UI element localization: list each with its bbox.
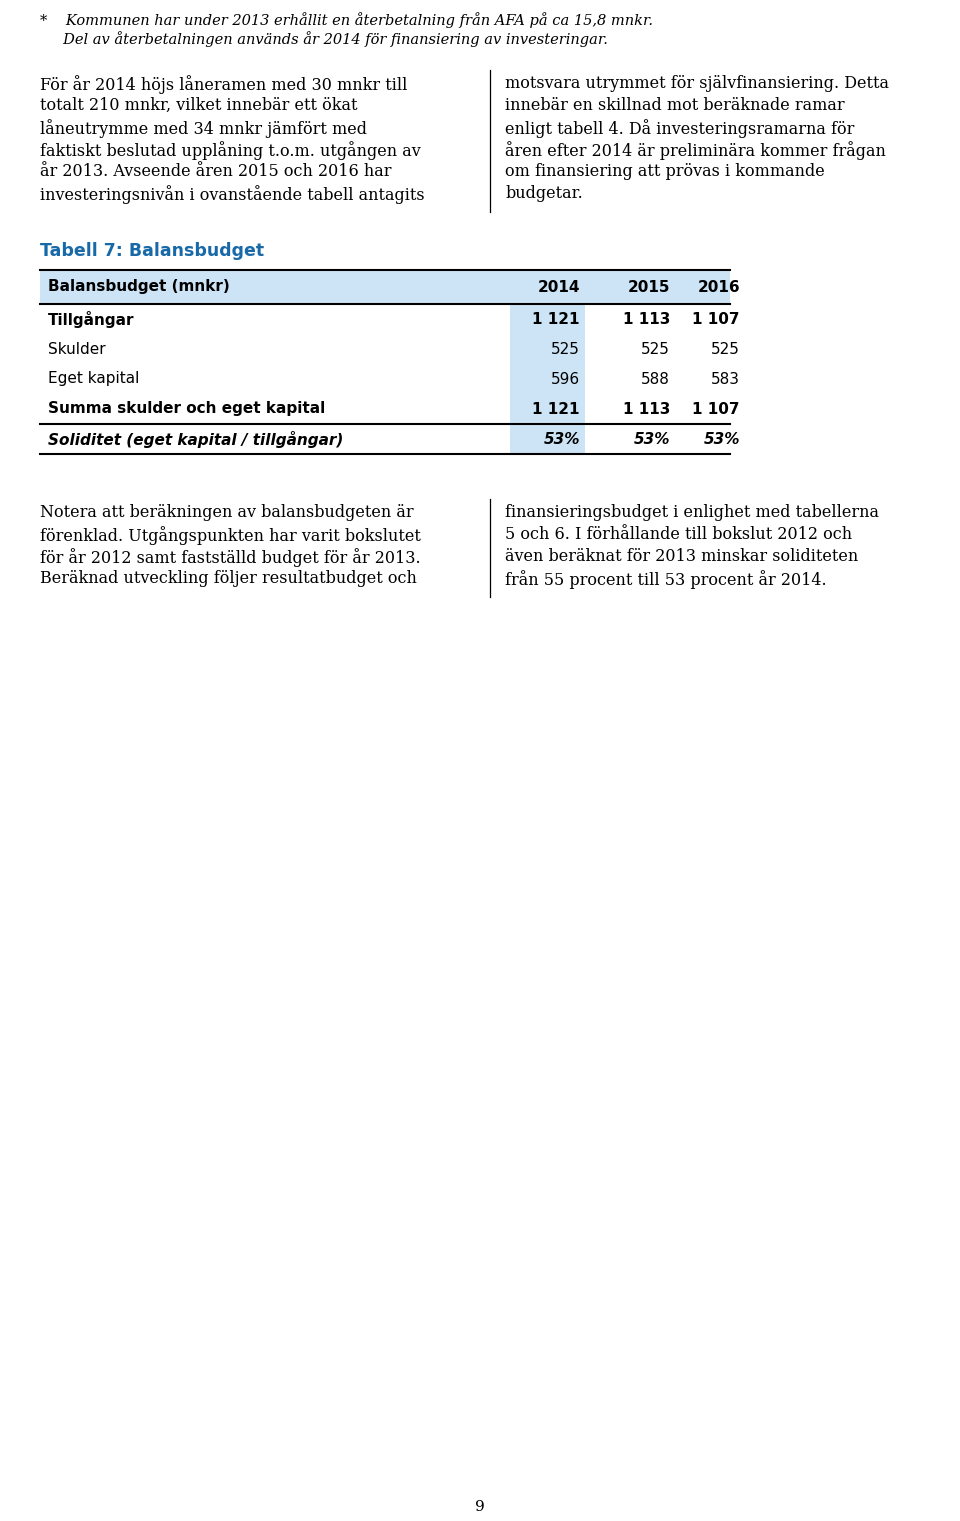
Text: Skulder: Skulder xyxy=(48,342,106,356)
Text: låneutrymme med 34 mnkr jämfört med: låneutrymme med 34 mnkr jämfört med xyxy=(40,119,367,138)
Text: Tillgångar: Tillgångar xyxy=(48,310,134,327)
Text: 583: 583 xyxy=(711,371,740,386)
Text: 2015: 2015 xyxy=(628,280,670,295)
Text: 2014: 2014 xyxy=(538,280,580,295)
Text: 53%: 53% xyxy=(634,432,670,447)
Text: 588: 588 xyxy=(641,371,670,386)
Bar xyxy=(510,364,585,394)
Text: innebär en skillnad mot beräknade ramar: innebär en skillnad mot beräknade ramar xyxy=(505,97,845,114)
Text: *    Kommunen har under 2013 erhållit en återbetalning från AFA på ca 15,8 mnkr.: * Kommunen har under 2013 erhållit en åt… xyxy=(40,12,653,27)
Bar xyxy=(510,335,585,364)
Text: motsvara utrymmet för självfinansiering. Detta: motsvara utrymmet för självfinansiering.… xyxy=(505,75,889,91)
Text: Beräknad utveckling följer resultatbudget och: Beräknad utveckling följer resultatbudge… xyxy=(40,570,417,587)
Text: Soliditet (eget kapital / tillgångar): Soliditet (eget kapital / tillgångar) xyxy=(48,430,344,447)
Bar xyxy=(510,424,585,453)
Text: För år 2014 höjs låneramen med 30 mnkr till: För år 2014 höjs låneramen med 30 mnkr t… xyxy=(40,75,407,94)
Text: 5 och 6. I förhållande till bokslut 2012 och: 5 och 6. I förhållande till bokslut 2012… xyxy=(505,526,852,543)
Text: 53%: 53% xyxy=(543,432,580,447)
Text: 1 121: 1 121 xyxy=(533,312,580,327)
Text: Summa skulder och eget kapital: Summa skulder och eget kapital xyxy=(48,402,325,417)
Text: för år 2012 samt fastställd budget för år 2013.: för år 2012 samt fastställd budget för å… xyxy=(40,548,420,567)
Text: budgetar.: budgetar. xyxy=(505,186,583,202)
Text: förenklad. Utgångspunkten har varit bokslutet: förenklad. Utgångspunkten har varit boks… xyxy=(40,526,420,545)
Text: åren efter 2014 är preliminära kommer frågan: åren efter 2014 är preliminära kommer fr… xyxy=(505,141,886,160)
Text: Tabell 7: Balansbudget: Tabell 7: Balansbudget xyxy=(40,242,264,260)
Text: 1 107: 1 107 xyxy=(692,312,740,327)
Text: Notera att beräkningen av balansbudgeten är: Notera att beräkningen av balansbudgeten… xyxy=(40,503,414,522)
Text: om finansiering att prövas i kommande: om finansiering att prövas i kommande xyxy=(505,163,825,179)
Text: 53%: 53% xyxy=(704,432,740,447)
Text: Del av återbetalningen används år 2014 för finansiering av investeringar.: Del av återbetalningen används år 2014 f… xyxy=(40,30,608,47)
Text: Balansbudget (mnkr): Balansbudget (mnkr) xyxy=(48,280,229,295)
Text: 596: 596 xyxy=(551,371,580,386)
Text: finansieringsbudget i enlighet med tabellerna: finansieringsbudget i enlighet med tabel… xyxy=(505,503,879,522)
Text: 1 121: 1 121 xyxy=(533,402,580,417)
Text: enligt tabell 4. Då investeringsramarna för: enligt tabell 4. Då investeringsramarna … xyxy=(505,119,854,138)
Text: totalt 210 mnkr, vilket innebär ett ökat: totalt 210 mnkr, vilket innebär ett ökat xyxy=(40,97,357,114)
Bar xyxy=(40,271,730,304)
Text: från 55 procent till 53 procent år 2014.: från 55 procent till 53 procent år 2014. xyxy=(505,570,827,589)
Text: 2016: 2016 xyxy=(697,280,740,295)
Text: faktiskt beslutad upplåning t.o.m. utgången av: faktiskt beslutad upplåning t.o.m. utgån… xyxy=(40,141,420,160)
Text: 1 113: 1 113 xyxy=(623,402,670,417)
Bar xyxy=(510,394,585,424)
Text: Eget kapital: Eget kapital xyxy=(48,371,139,386)
Text: 525: 525 xyxy=(641,342,670,356)
Bar xyxy=(510,304,585,335)
Text: 1 113: 1 113 xyxy=(623,312,670,327)
Text: även beräknat för 2013 minskar soliditeten: även beräknat för 2013 minskar soliditet… xyxy=(505,548,858,564)
Text: 9: 9 xyxy=(475,1500,485,1513)
Text: 525: 525 xyxy=(711,342,740,356)
Text: år 2013. Avseende åren 2015 och 2016 har: år 2013. Avseende åren 2015 och 2016 har xyxy=(40,163,392,179)
Text: 525: 525 xyxy=(551,342,580,356)
Text: investeringsnivån i ovanstående tabell antagits: investeringsnivån i ovanstående tabell a… xyxy=(40,186,424,204)
Text: 1 107: 1 107 xyxy=(692,402,740,417)
